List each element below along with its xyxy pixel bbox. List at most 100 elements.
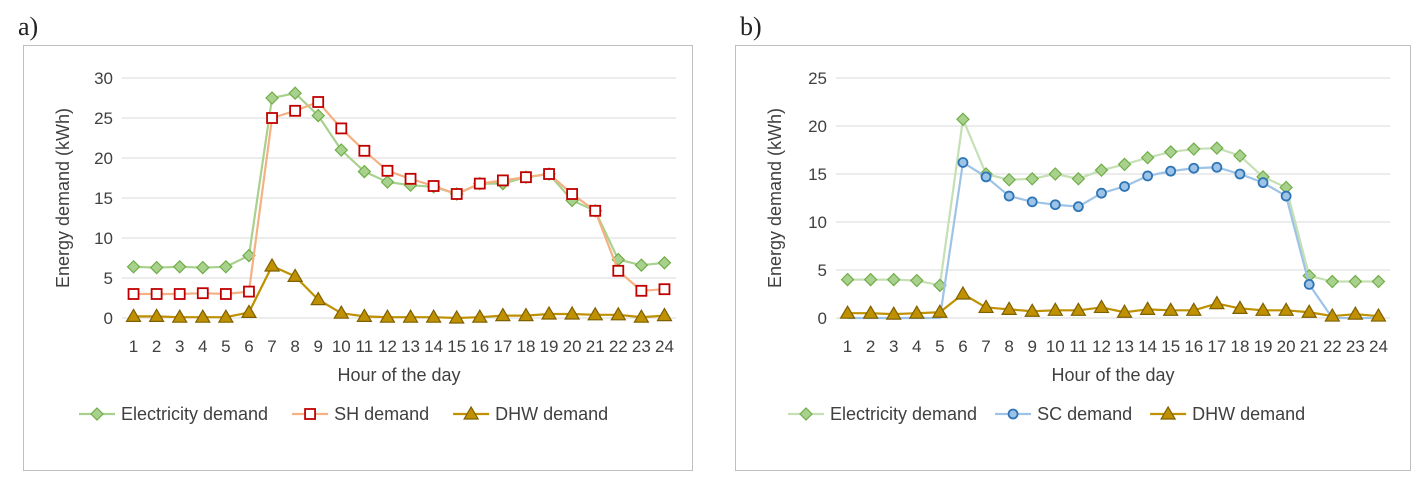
x-axis-title: Hour of the day	[337, 365, 460, 385]
legend-label: SC demand	[1037, 404, 1132, 424]
data-point	[356, 308, 373, 322]
data-point	[1071, 171, 1086, 186]
data-point	[908, 305, 925, 319]
data-point	[543, 168, 555, 180]
series-dhw-demand	[839, 285, 1387, 322]
data-point	[427, 180, 440, 192]
chart-b-frame: 0 5 10 15 20 25 1 2 3 4 5 6 7 8 9 10 11 12 13 14 15 16 17 18 19 2…	[735, 45, 1411, 471]
data-point	[196, 287, 209, 300]
data-point	[1186, 142, 1201, 156]
data-point	[1001, 301, 1018, 315]
data-point	[1002, 172, 1016, 187]
data-point	[425, 309, 442, 323]
x-tick-label: 18	[1230, 337, 1249, 356]
x-tick-label: 5	[935, 337, 944, 356]
data-point	[885, 305, 902, 320]
legend-label: SH demand	[334, 404, 429, 424]
x-tick-label: 14	[1138, 337, 1157, 356]
x-tick-label: 21	[1300, 337, 1319, 356]
data-point	[287, 268, 304, 282]
chart-a-frame: 0 5 10 15 20 25 30 1 2 3 4 5 6 7 8 9 10 11 12 13 14 15 16 17 18 1…	[23, 45, 693, 471]
data-point	[494, 307, 511, 322]
x-tick-label: 5	[221, 337, 230, 356]
series-line	[847, 292, 1379, 318]
data-point	[311, 108, 326, 123]
data-point	[194, 309, 211, 323]
data-point	[263, 257, 281, 272]
data-point	[1142, 170, 1154, 182]
x-tick-label: 7	[267, 337, 276, 356]
data-point	[1348, 274, 1363, 289]
x-tick-label: 8	[1004, 337, 1013, 356]
data-point	[171, 309, 188, 323]
data-point	[977, 299, 995, 314]
data-point	[127, 288, 140, 300]
data-point	[195, 260, 210, 275]
data-point	[1139, 301, 1156, 315]
data-point	[1162, 302, 1179, 316]
x-tick-label: 10	[1046, 337, 1065, 356]
data-point	[1371, 274, 1386, 289]
data-point	[240, 304, 258, 318]
data-point	[1303, 278, 1315, 290]
data-point	[1254, 302, 1272, 316]
data-point	[1210, 141, 1224, 155]
y-tick-label: 20	[94, 149, 113, 168]
data-point	[862, 305, 879, 319]
legend-marker	[799, 407, 813, 421]
legend: Electricity demand SH demand DHW demand	[79, 404, 608, 424]
x-tick-label: 16	[1184, 337, 1203, 356]
data-point	[1048, 167, 1063, 181]
data-point	[402, 309, 419, 323]
x-tick-label: 12	[1092, 337, 1111, 356]
data-point	[1347, 305, 1364, 320]
y-tick-label: 20	[808, 117, 827, 136]
data-point	[840, 272, 855, 287]
data-point	[1301, 304, 1318, 318]
data-point	[540, 305, 558, 320]
series-line	[847, 161, 1379, 320]
x-tick-label: 4	[198, 337, 207, 356]
data-point	[1140, 150, 1155, 165]
x-tick-label: 22	[1323, 337, 1342, 356]
data-point	[980, 171, 992, 183]
data-point	[1165, 165, 1177, 177]
x-tick-label: 17	[493, 337, 512, 356]
x-tick-label: 9	[1027, 337, 1036, 356]
data-point	[1208, 295, 1225, 310]
series-line	[133, 92, 665, 269]
legend-marker	[1160, 405, 1177, 420]
legend-marker	[1007, 408, 1019, 420]
y-tick-label: 10	[808, 213, 827, 232]
data-point	[1003, 190, 1015, 202]
x-tick-label: 16	[470, 337, 489, 356]
data-point	[863, 272, 878, 287]
data-point	[1325, 274, 1340, 289]
series-sc-demand	[847, 157, 1379, 320]
x-tick-label: 13	[1115, 337, 1134, 356]
x-tick-label: 3	[889, 337, 898, 356]
data-point	[1070, 302, 1087, 316]
x-tick-label: 20	[1277, 337, 1296, 356]
x-tick-label: 18	[516, 337, 535, 356]
legend-marker	[463, 405, 480, 420]
data-point	[1233, 148, 1247, 163]
x-tick-label: 14	[424, 337, 443, 356]
data-point	[335, 122, 348, 135]
data-point	[312, 96, 325, 108]
x-tick-label: 6	[958, 337, 967, 356]
data-point	[450, 188, 463, 200]
data-point	[1231, 300, 1249, 314]
legend-label: DHW demand	[1192, 404, 1305, 424]
data-point	[1119, 181, 1130, 192]
data-point	[635, 284, 648, 297]
y-tick-label: 15	[808, 165, 827, 184]
data-point	[1211, 161, 1223, 173]
x-tick-label: 1	[843, 337, 852, 356]
data-point	[219, 288, 232, 300]
series-sh-demand	[127, 96, 671, 300]
data-point	[564, 305, 581, 320]
data-point	[1257, 177, 1269, 189]
x-tick-label: 7	[981, 337, 990, 356]
